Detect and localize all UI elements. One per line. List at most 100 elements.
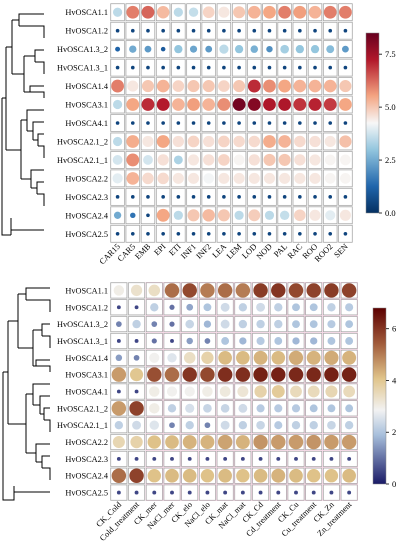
- heatmap-dot: [258, 490, 263, 495]
- heatmap-dot: [274, 404, 283, 413]
- heatmap-dot: [142, 135, 154, 148]
- heatmap-dot: [248, 135, 261, 148]
- heatmap-dot: [149, 386, 160, 397]
- heatmap-dot: [248, 154, 260, 166]
- heatmap-dot: [310, 337, 318, 345]
- heatmap-dot: [328, 121, 333, 125]
- heatmap-dot: [218, 468, 232, 483]
- heatmap-dot: [329, 456, 334, 461]
- heatmap-dot: [202, 386, 213, 397]
- heatmap-dot: [295, 45, 304, 54]
- heatmap-dot: [256, 336, 265, 346]
- heatmap-dot: [267, 121, 272, 125]
- row-label: HvOSCA2.2: [65, 174, 108, 183]
- heatmap-dot: [288, 367, 304, 382]
- heatmap-dot: [111, 79, 124, 93]
- heatmap-dot: [146, 65, 150, 70]
- heatmap-dot: [248, 172, 260, 184]
- heatmap-dot: [339, 5, 352, 19]
- heatmap-dot: [217, 209, 230, 222]
- column-label: LEM: [225, 242, 244, 261]
- heatmap-dot: [204, 338, 211, 344]
- column-label: RAC: [286, 242, 305, 261]
- heatmap-dot: [161, 195, 165, 199]
- heatmap-dot: [115, 231, 120, 236]
- heatmap-dot: [200, 469, 215, 483]
- heatmap-dot: [247, 98, 261, 111]
- heatmap-dot: [233, 80, 246, 93]
- heatmap-dot: [288, 434, 304, 450]
- heatmap-dot: [258, 456, 263, 461]
- heatmap-dot: [309, 135, 321, 148]
- heatmap-dot: [156, 208, 170, 222]
- heatmap-dot: [324, 173, 336, 184]
- heatmap-dot: [172, 80, 185, 92]
- heatmap-dot: [150, 303, 159, 312]
- heatmap-dot: [298, 65, 302, 70]
- heatmap-dot: [240, 490, 245, 495]
- heatmap-dot: [202, 209, 215, 222]
- top-dendrogram: [1, 13, 45, 236]
- heatmap-dot: [288, 283, 304, 298]
- heatmap-dot: [170, 339, 174, 343]
- heatmap-dot: [289, 468, 303, 483]
- heatmap-dot: [113, 285, 125, 296]
- heatmap-dot: [222, 28, 226, 33]
- heatmap-dot: [274, 421, 283, 430]
- heatmap-dot: [326, 45, 335, 54]
- heatmap-dot: [291, 404, 301, 413]
- heatmap-dot: [267, 65, 272, 70]
- heatmap-dot: [169, 422, 175, 429]
- heatmap-dot: [247, 5, 261, 19]
- heatmap-dot: [187, 172, 200, 184]
- heatmap-dot: [328, 231, 333, 236]
- column-label: EMB: [133, 242, 152, 261]
- heatmap-dot: [203, 404, 212, 413]
- heatmap-dot: [116, 339, 121, 343]
- heatmap-dot: [165, 435, 179, 449]
- heatmap-dot: [115, 46, 121, 52]
- heatmap-dot: [306, 434, 321, 450]
- heatmap-dot: [345, 404, 354, 413]
- heatmap-dot: [263, 98, 276, 111]
- heatmap-dot: [327, 420, 336, 430]
- heatmap-dot: [307, 385, 320, 398]
- heatmap-dot: [235, 435, 250, 450]
- heatmap-dot: [164, 283, 180, 298]
- heatmap-dot: [223, 456, 228, 461]
- heatmap-dot: [165, 468, 179, 483]
- heatmap-dot: [271, 385, 285, 398]
- heatmap-dot: [206, 121, 211, 125]
- row-label: HvOSCA2.3: [65, 193, 108, 202]
- heatmap-dot: [126, 172, 140, 185]
- heatmap-dot: [172, 135, 184, 148]
- heatmap-dot: [253, 434, 268, 450]
- heatmap-dot: [147, 435, 161, 449]
- heatmap-dot: [238, 421, 248, 430]
- heatmap-dot: [282, 28, 287, 33]
- heatmap-dot: [328, 28, 333, 33]
- heatmap-dot: [309, 320, 318, 329]
- heatmap-dot: [232, 98, 246, 111]
- heatmap-dot: [202, 6, 215, 19]
- heatmap-dot: [200, 367, 215, 382]
- heatmap-dot: [236, 350, 250, 365]
- heatmap-dot: [279, 172, 291, 184]
- heatmap-dot: [282, 231, 287, 236]
- heatmap-dot: [327, 337, 336, 345]
- heatmap-dot: [256, 302, 266, 312]
- heatmap-dot: [343, 121, 348, 125]
- heatmap-dot: [271, 434, 286, 450]
- heatmap-dot: [323, 98, 337, 111]
- heatmap-dot: [263, 79, 276, 93]
- heatmap-dot: [187, 154, 200, 166]
- heatmap-dot: [306, 367, 321, 382]
- heatmap-dot: [233, 6, 246, 19]
- heatmap-dot: [173, 155, 183, 165]
- heatmap-dot: [112, 99, 123, 110]
- row-label: HvOSCA1.2: [65, 27, 108, 36]
- heatmap-dot: [267, 231, 272, 236]
- heatmap-dot: [189, 45, 198, 53]
- heatmap-dot: [217, 98, 231, 111]
- column-label: EPI: [152, 242, 167, 257]
